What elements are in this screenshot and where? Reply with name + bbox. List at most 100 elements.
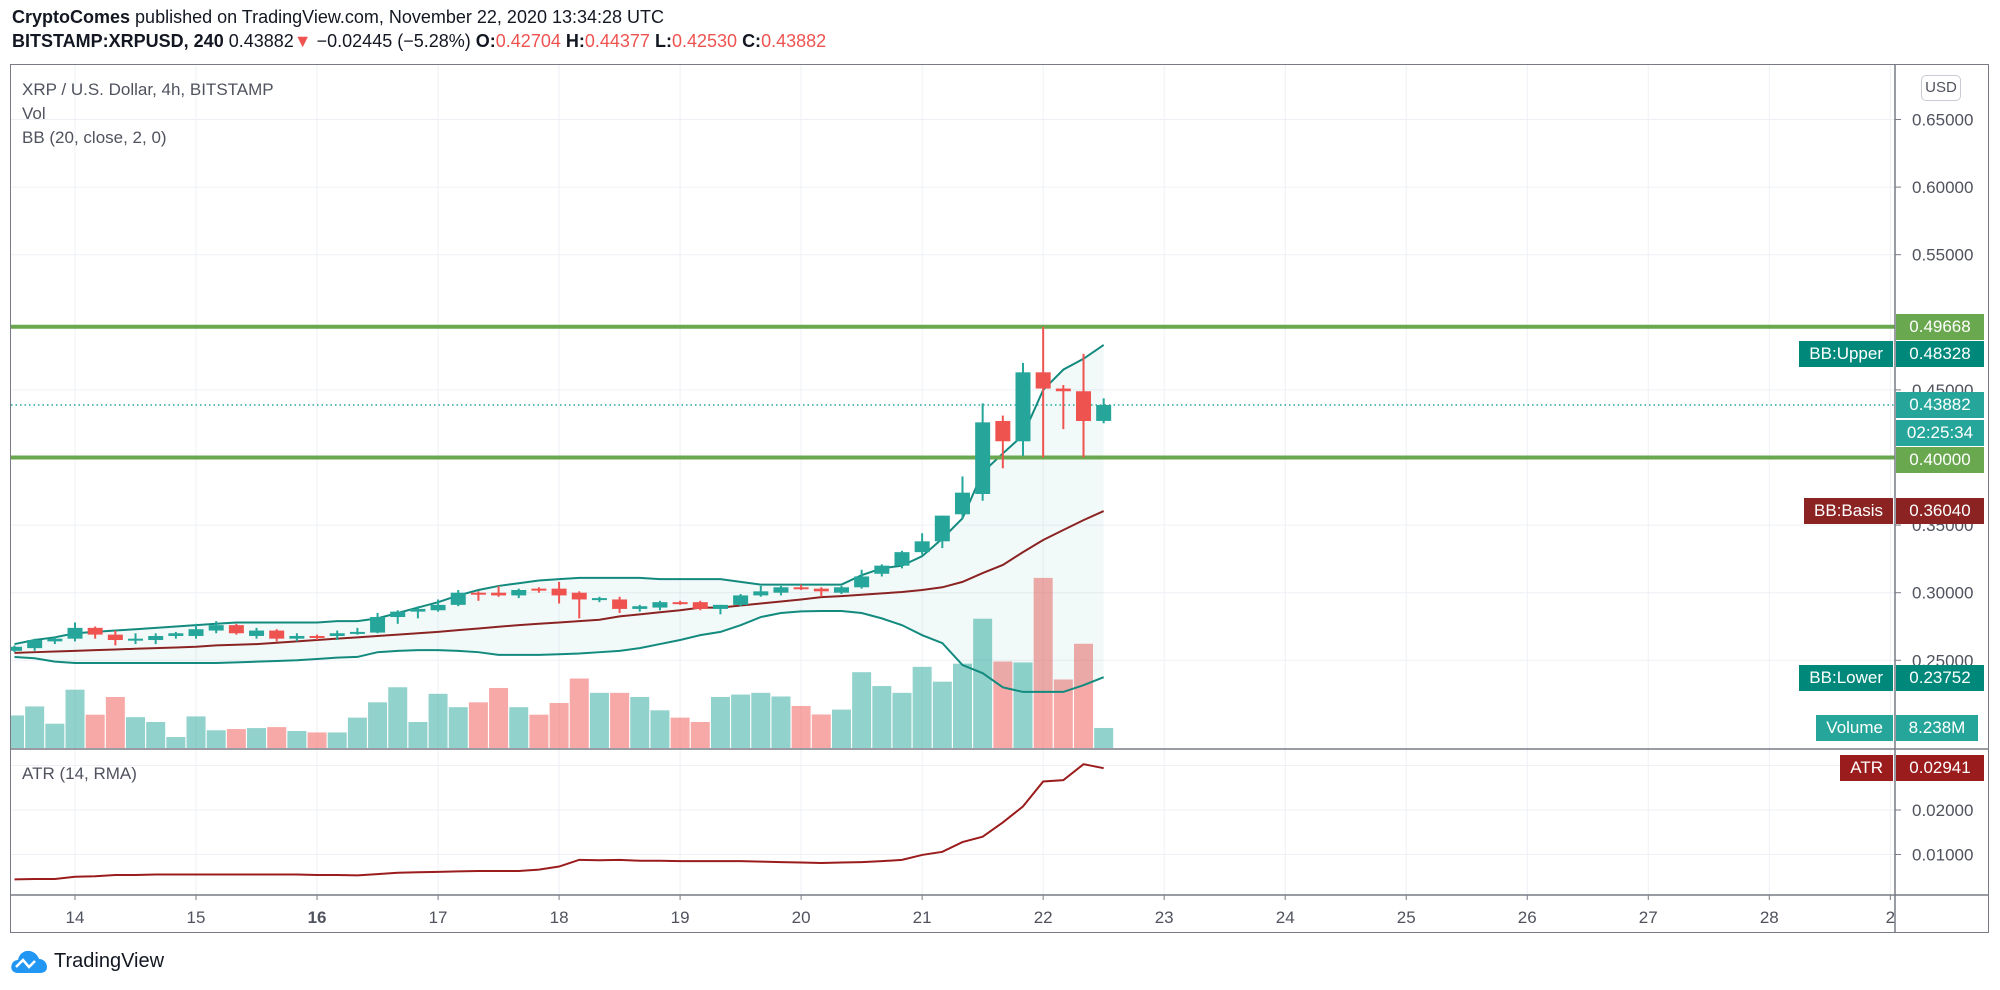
publish-info: CryptoComes published on TradingView.com…	[12, 7, 664, 28]
candle-up	[894, 552, 910, 566]
bb-lower-price-label: 0.23752	[1896, 665, 1984, 691]
x-axis-labels: 14 15 16 17 18 19 20 21 22 23 24 25 26 27 28 2	[66, 895, 1895, 927]
x-tick-label: 25	[1397, 908, 1416, 927]
low-value: 0.42530	[671, 31, 738, 51]
x-tick-label: 2	[1886, 908, 1895, 927]
price-tick-label: 0.65000	[1912, 111, 1973, 130]
volume-bar	[287, 730, 307, 748]
candle-up	[712, 604, 728, 609]
candle-up	[1015, 372, 1031, 442]
volume-bar	[1053, 679, 1073, 748]
candle-down	[571, 592, 587, 600]
candle-up	[1096, 405, 1112, 421]
bb-upper-price-label: 0.48328	[1896, 341, 1984, 367]
candle-up	[975, 422, 991, 495]
candle-down	[228, 625, 244, 634]
bb-basis-price-label: 0.36040	[1896, 498, 1984, 524]
x-tick-label: 26	[1518, 908, 1537, 927]
chart-frame	[10, 64, 1989, 933]
volume-bar	[327, 732, 347, 748]
candle-up	[349, 631, 365, 634]
tradingview-brand: TradingView	[54, 949, 165, 972]
volume-bar	[973, 618, 993, 748]
volume-bar	[25, 706, 45, 748]
volume-bar	[892, 692, 912, 748]
candle-up	[390, 611, 406, 618]
support-price-label: 0.40000	[1896, 447, 1984, 473]
volume-bar	[368, 702, 388, 748]
high-value: 0.44377	[584, 31, 650, 51]
candle-up	[874, 565, 890, 574]
low-label: L:	[654, 31, 672, 51]
volume-bar	[831, 709, 851, 748]
candle-down	[87, 627, 103, 635]
resistance-price-label: 0.49668	[1896, 314, 1984, 340]
bollinger-legend[interactable]: BB (20, close, 2, 0)	[22, 128, 167, 147]
bollinger-band-fill	[14, 344, 1104, 692]
price-change: −0.02445 (−5.28%)	[316, 31, 471, 51]
candle-up	[632, 606, 648, 609]
candle-down	[309, 635, 325, 638]
candle-down	[551, 588, 567, 596]
candle-up	[289, 635, 305, 639]
candle-down	[107, 634, 123, 641]
chart-title-legend[interactable]: XRP / U.S. Dollar, 4h, BITSTAMP	[22, 80, 274, 99]
candle-up	[511, 589, 527, 596]
volume-bar	[952, 663, 972, 748]
volume-name-label: Volume	[1816, 715, 1893, 741]
volume-bar	[126, 717, 146, 748]
volume-bar	[710, 696, 730, 748]
volume-bar	[307, 732, 327, 748]
volume-bar	[388, 687, 408, 748]
candle-up	[249, 630, 265, 636]
bar-countdown-label: 02:25:34	[1896, 420, 1984, 446]
candle-down	[813, 588, 829, 592]
currency-button[interactable]: USD	[1921, 75, 1961, 101]
candle-up	[168, 633, 184, 636]
symbol-info-bar: BITSTAMP:XRPUSD, 240 0.43882▼ −0.02445 (…	[12, 31, 826, 52]
candle-down	[672, 602, 688, 605]
candle-down	[1076, 391, 1092, 421]
volume-bar	[852, 672, 872, 748]
symbol-name: BITSTAMP:XRPUSD, 240	[12, 31, 224, 51]
candle-up	[773, 587, 789, 593]
author-name[interactable]: CryptoComes	[12, 7, 131, 27]
candle-up	[914, 541, 930, 553]
candle-up	[854, 576, 870, 588]
volume-bar	[65, 689, 85, 748]
volume-bar	[690, 721, 710, 748]
candle-up	[652, 602, 668, 608]
candle-up	[188, 629, 204, 636]
price-pane	[11, 324, 1895, 748]
volume-legend[interactable]: Vol	[22, 104, 46, 123]
x-tick-label: 18	[550, 908, 569, 927]
candle-down	[995, 420, 1011, 442]
candle-up	[148, 635, 164, 641]
volume-bar	[1013, 662, 1033, 748]
volume-bar	[569, 678, 589, 748]
atr-pane	[14, 763, 1104, 881]
x-tick-label: 23	[1155, 908, 1174, 927]
high-label: H:	[565, 31, 585, 51]
x-tick-label: 15	[187, 908, 206, 927]
volume-value-label: 8.238M	[1896, 715, 1978, 741]
candle-up	[954, 492, 970, 515]
volume-bar	[529, 714, 549, 748]
volume-bar	[146, 721, 166, 748]
x-tick-label: 28	[1760, 908, 1779, 927]
x-tick-label: 24	[1276, 908, 1295, 927]
tradingview-logo[interactable]: TradingView	[10, 948, 164, 974]
x-tick-label: 19	[671, 908, 690, 927]
volume-bar	[45, 723, 65, 748]
volume-bar	[751, 692, 771, 748]
volume-bar	[589, 692, 609, 748]
volume-bar	[206, 730, 226, 748]
volume-bar	[226, 729, 246, 748]
atr-legend[interactable]: ATR (14, RMA)	[22, 764, 137, 783]
volume-bar	[166, 737, 186, 748]
candle-down	[491, 592, 507, 596]
candle-down	[692, 602, 708, 609]
atr-line	[14, 763, 1104, 881]
volume-bar	[731, 694, 751, 748]
